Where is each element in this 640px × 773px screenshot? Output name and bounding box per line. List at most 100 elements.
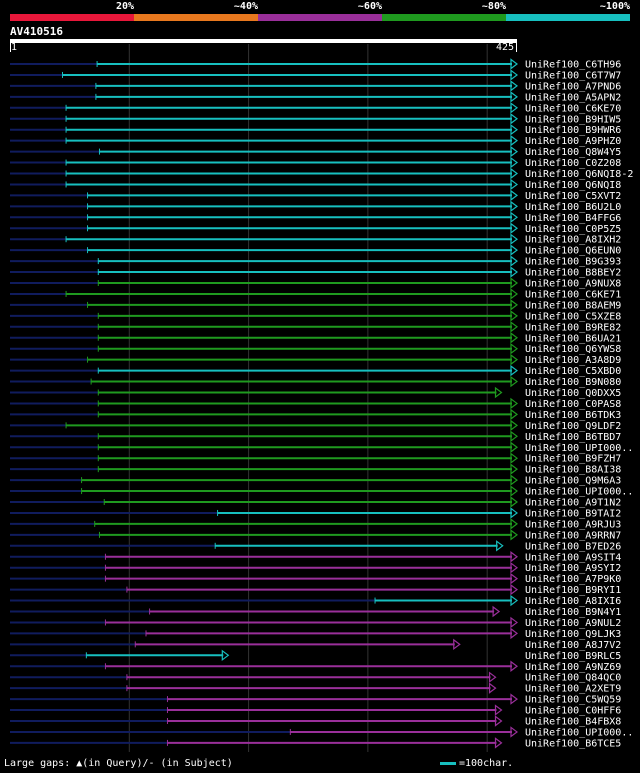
hit-arrow-head xyxy=(510,58,518,70)
hit-label: UniRef100_Q6EUN0 xyxy=(525,246,621,257)
hit-label: UniRef100_B9RE82 xyxy=(525,322,621,333)
hit-arrow-head xyxy=(510,123,518,136)
hit-label: UniRef100_Q84QC0 xyxy=(525,673,621,684)
hit-label: UniRef100_C5XBD0 xyxy=(525,366,621,377)
hit-label: UniRef100_B8AEM9 xyxy=(525,300,621,311)
hit-label: UniRef100_B9FZH7 xyxy=(525,454,621,465)
scale-key-line xyxy=(440,762,456,765)
hit-arrow-head xyxy=(510,80,518,92)
large-gaps-note: Large gaps: ▲(in Query)/- (in Subject) xyxy=(4,758,233,769)
hit-label: UniRef100_B9N4Y1 xyxy=(525,607,621,618)
hit-arrow-head xyxy=(510,551,518,563)
legend-label-100: ~100% xyxy=(599,1,630,12)
hit-arrow-head xyxy=(510,375,518,388)
hit-arrow-head xyxy=(510,583,518,596)
hit-label: UniRef100_C6TH96 xyxy=(525,60,621,71)
legend-label-60: ~60% xyxy=(357,1,382,12)
hit-label: UniRef100_C0HFF6 xyxy=(525,706,621,717)
hit-label: UniRef100_A9RRN7 xyxy=(525,530,621,541)
hit-label: UniRef100_B6U2L0 xyxy=(525,202,621,213)
hit-arrow-head xyxy=(510,69,518,81)
hit-label: UniRef100_B6UA21 xyxy=(525,333,621,344)
hit-label: UniRef100_B8AI38 xyxy=(525,465,621,476)
hit-arrow-head xyxy=(510,562,518,574)
hit-arrow-head xyxy=(510,288,518,300)
hit-label: UniRef100_B9RYI1 xyxy=(525,585,621,596)
hit-label: UniRef100_C6KE71 xyxy=(525,289,621,300)
hit-arrow-head xyxy=(510,244,518,256)
legend-segment-2 xyxy=(134,14,258,21)
legend-label-40: ~40% xyxy=(233,1,258,12)
hit-arrow-head xyxy=(510,145,518,158)
query-end-label: 425 xyxy=(496,42,515,53)
hit-arrow-head xyxy=(510,332,518,344)
hit-label: UniRef100_A7P9K0 xyxy=(525,574,621,585)
hit-arrow-head xyxy=(510,310,518,322)
hit-arrow-head xyxy=(510,167,518,180)
hit-label: UniRef100_A7PND6 xyxy=(525,81,621,92)
query-bar xyxy=(10,39,517,43)
hit-label: UniRef100_A3A8D9 xyxy=(525,355,621,366)
hit-arrow-head xyxy=(510,299,518,311)
hit-arrow-head xyxy=(494,704,503,716)
legend-segment-4 xyxy=(382,14,506,21)
hit-label: UniRef100_B9HWR6 xyxy=(525,125,621,136)
scale-key-label: =100char. xyxy=(459,758,514,769)
hit-arrow-head xyxy=(510,594,518,607)
hit-label: UniRef100_A8IXH2 xyxy=(525,235,621,246)
hit-label: UniRef100_Q9LJK3 xyxy=(525,629,621,640)
hit-arrow-head xyxy=(510,233,518,245)
hit-label: UniRef100_C5XZE8 xyxy=(525,311,621,322)
hit-label: UniRef100_B9G393 xyxy=(525,257,621,268)
hit-arrow-head xyxy=(510,353,518,366)
hit-label: UniRef100_Q0DXX5 xyxy=(525,388,621,399)
hit-arrow-head xyxy=(510,485,518,497)
hit-arrow-head xyxy=(494,737,503,749)
legend-label-20: 20% xyxy=(115,1,134,12)
query-end-tick xyxy=(516,43,517,52)
hit-label: UniRef100_C0P5Z5 xyxy=(525,224,621,235)
hit-label: UniRef100_C0PAS8 xyxy=(525,399,621,410)
hit-label: UniRef100_B7ED26 xyxy=(525,541,621,552)
hit-arrow-head xyxy=(510,91,518,103)
hit-arrow-head xyxy=(510,441,518,453)
hit-arrow-head xyxy=(510,529,518,541)
hit-label: UniRef100_A9T1N2 xyxy=(525,498,621,509)
hit-label: UniRef100_UPI000.. xyxy=(525,443,633,454)
hit-arrow-head xyxy=(510,134,518,147)
hit-arrow-head xyxy=(510,419,518,432)
hit-arrow-head xyxy=(496,540,504,552)
query-start-tick xyxy=(10,43,11,52)
hit-arrow-head xyxy=(510,726,518,738)
hit-arrow-head xyxy=(510,364,518,377)
hit-label: UniRef100_B4FFG6 xyxy=(525,213,621,224)
legend-segment-1 xyxy=(10,14,134,21)
hit-label: UniRef100_Q8W4Y5 xyxy=(525,147,621,158)
hit-label: UniRef100_UPI000.. xyxy=(525,727,633,738)
hit-arrow-head xyxy=(494,715,503,727)
hit-label: UniRef100_C0Z208 xyxy=(525,158,621,169)
hit-label: UniRef100_A8IXI6 xyxy=(525,596,621,607)
hit-arrow-head xyxy=(510,222,518,234)
hit-arrow-head xyxy=(221,649,230,661)
hit-label: UniRef100_Q6YWS8 xyxy=(525,344,621,355)
hit-label: UniRef100_C5XVT2 xyxy=(525,191,621,202)
hit-label: UniRef100_B9N080 xyxy=(525,377,621,388)
hit-label: UniRef100_UPI000.. xyxy=(525,487,633,498)
hit-label: UniRef100_A9NUL2 xyxy=(525,618,621,629)
hit-arrow-head xyxy=(510,102,518,114)
hit-arrow-head xyxy=(510,343,518,355)
hit-label: UniRef100_B9RLC5 xyxy=(525,651,621,662)
hit-arrow-head xyxy=(492,605,501,618)
hit-arrow-head xyxy=(510,430,518,442)
hit-label: UniRef100_A2XET9 xyxy=(525,684,621,695)
hit-arrow-head xyxy=(510,408,518,421)
hit-label: UniRef100_B4FBX8 xyxy=(525,717,621,728)
hit-label: UniRef100_C6KE70 xyxy=(525,103,621,114)
hit-arrow-head xyxy=(510,266,518,278)
hit-label: UniRef100_B6TBD7 xyxy=(525,432,621,443)
hit-arrow-head xyxy=(510,572,518,585)
hit-label: UniRef100_A9SYI2 xyxy=(525,563,621,574)
hit-arrow-head xyxy=(510,518,518,530)
